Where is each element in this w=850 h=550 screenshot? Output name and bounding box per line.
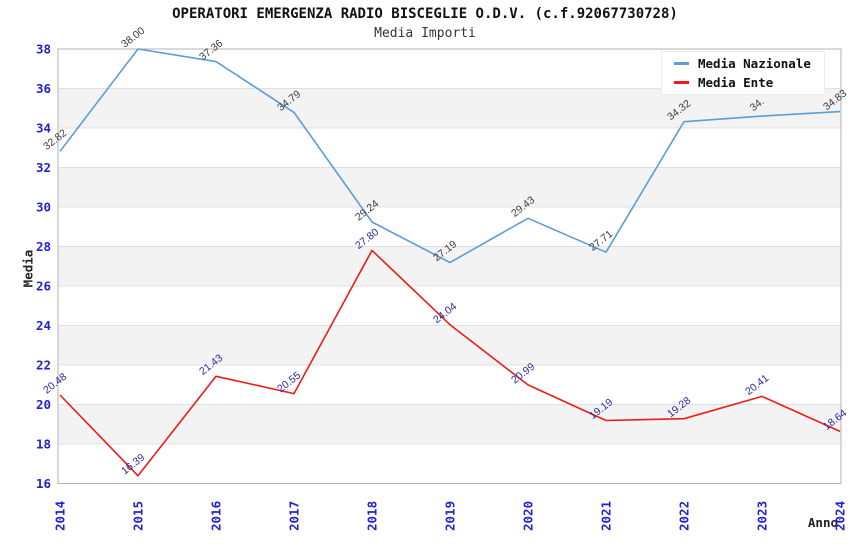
plot-band [58,88,841,128]
y-tick-label: 36 [36,81,51,96]
x-tick-label: 2018 [365,501,380,531]
plot-band [58,404,841,444]
legend-label: Media Ente [698,75,774,90]
plot-band [58,325,841,365]
plot-band [58,246,841,286]
x-tick-label: 2021 [599,501,614,531]
y-tick-label: 24 [36,318,51,333]
x-tick-label: 2024 [833,501,848,531]
x-tick-label: 2022 [677,501,692,531]
plot-band [58,444,841,484]
x-axis-title: Anno [807,515,838,530]
x-tick-label: 2017 [287,501,302,531]
media-nazionale-line-swatch-icon [674,62,689,65]
plot-band [58,207,841,247]
legend-label: Media Nazionale [698,56,811,71]
series-line-0 [59,48,841,264]
x-tick-label: 2016 [209,501,224,531]
plot-band [58,128,841,168]
plot-band [58,286,841,326]
y-tick-label: 20 [36,397,51,412]
plot-band [58,167,841,207]
media-ente-line-swatch-icon [674,81,689,84]
series-line-1 [59,249,841,477]
y-tick-label: 22 [36,358,51,373]
x-tick-label: 2014 [53,501,68,531]
x-tick-label: 2020 [521,501,536,531]
y-tick-label: 30 [36,200,51,215]
plot-border [57,48,842,484]
x-tick-label: 2019 [443,501,458,531]
y-tick-label: 26 [36,279,51,294]
y-tick-label: 16 [36,476,51,491]
y-tick-label: 32 [36,160,51,175]
legend: Media Nazionale Media Ente [661,51,825,95]
y-tick-label: 34 [36,121,51,136]
x-tick-label: 2015 [131,501,146,531]
legend-entry-media-ente: Media Ente [674,75,824,90]
x-tick-label: 2023 [755,501,770,531]
chart-subtitle: Media Importi [374,26,476,41]
data-point-label: 38.00 [119,25,147,51]
y-tick-label: 28 [36,239,51,254]
y-tick-label: 18 [36,437,51,452]
legend-entry-media-nazionale: Media Nazionale [674,56,824,71]
y-tick-label: 38 [36,42,51,57]
chart-title: OPERATORI EMERGENZA RADIO BISCEGLIE O.D.… [172,6,678,22]
plot-band [58,365,841,405]
